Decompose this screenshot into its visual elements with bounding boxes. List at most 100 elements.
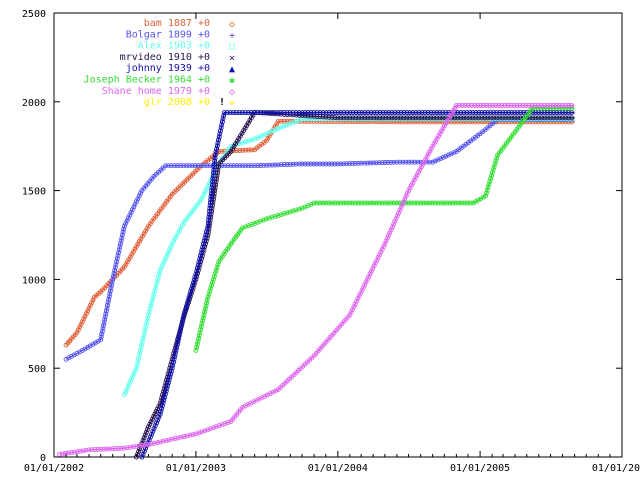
data-point — [216, 423, 222, 429]
data-point — [421, 159, 427, 165]
data-point — [163, 438, 169, 444]
data-point — [425, 110, 431, 116]
data-point — [293, 161, 299, 167]
data-point — [82, 313, 88, 319]
data-point — [152, 288, 158, 294]
data-point — [224, 110, 230, 116]
data-point — [242, 110, 248, 116]
data-point — [419, 110, 425, 116]
data-point — [386, 233, 392, 238]
data-point — [193, 271, 199, 277]
data-point — [406, 200, 412, 206]
data-point — [511, 103, 517, 108]
data-point — [536, 115, 542, 121]
data-point — [65, 450, 71, 456]
data-point — [195, 163, 201, 169]
data-point — [497, 110, 503, 116]
data-point — [395, 110, 401, 116]
data-point — [412, 159, 418, 165]
legend-marker: ◇ — [229, 19, 235, 30]
data-point — [204, 163, 210, 169]
data-point — [262, 393, 268, 399]
data-point — [473, 110, 479, 116]
data-point — [359, 287, 365, 293]
data-point — [371, 115, 377, 121]
data-point — [361, 160, 367, 166]
data-point — [161, 397, 167, 403]
data-point — [222, 163, 228, 169]
data-point — [140, 451, 146, 457]
data-point — [110, 276, 116, 282]
data-point — [335, 115, 341, 121]
data-point — [211, 170, 216, 176]
data-point — [447, 200, 453, 206]
data-point — [471, 200, 476, 206]
data-point — [172, 163, 177, 169]
data-point — [270, 128, 276, 134]
data-point — [503, 115, 509, 121]
data-point — [68, 450, 74, 456]
data-point — [135, 359, 141, 365]
data-point — [323, 161, 329, 167]
legend-entry: bam 1887 +0 ◇ — [144, 18, 235, 30]
data-point — [183, 303, 189, 309]
x-tick-label: 01/01/2002 — [24, 463, 84, 474]
data-point — [148, 303, 154, 309]
data-point — [535, 103, 541, 108]
data-point — [214, 265, 220, 271]
data-point — [134, 362, 140, 368]
data-point — [384, 235, 390, 241]
data-point — [263, 110, 269, 116]
legend-series-final: 1964 — [162, 75, 192, 86]
data-point — [87, 302, 93, 308]
data-point — [392, 115, 398, 121]
data-point — [488, 175, 494, 181]
data-point — [153, 282, 159, 288]
data-point — [372, 260, 378, 266]
data-point — [74, 330, 80, 336]
data-point — [302, 113, 308, 119]
data-point — [314, 200, 320, 206]
data-point — [418, 164, 424, 170]
data-point — [138, 190, 143, 196]
data-point — [394, 200, 400, 206]
data-point — [205, 223, 211, 229]
data-point — [121, 445, 127, 451]
data-point — [394, 159, 400, 165]
data-point — [479, 115, 485, 121]
series-johnny — [139, 110, 575, 460]
data-point — [251, 221, 257, 226]
data-point — [139, 443, 145, 448]
data-point — [410, 180, 416, 186]
data-point — [266, 110, 272, 116]
data-point — [566, 115, 572, 121]
data-point — [213, 268, 219, 273]
data-point — [347, 200, 353, 206]
data-point — [136, 238, 142, 244]
data-point — [308, 116, 314, 122]
data-point — [358, 200, 364, 206]
data-point — [180, 163, 186, 169]
data-point — [62, 450, 68, 456]
data-point — [423, 200, 429, 206]
data-point — [350, 110, 356, 116]
data-point — [217, 131, 223, 137]
data-point — [176, 336, 182, 342]
data-point — [509, 115, 515, 121]
data-point — [323, 200, 329, 206]
data-point — [254, 219, 260, 225]
data-point — [394, 213, 400, 219]
data-point — [83, 311, 89, 317]
data-point — [332, 110, 338, 116]
data-point — [362, 115, 368, 121]
data-point — [329, 200, 335, 206]
data-point — [422, 110, 428, 116]
data-point — [436, 133, 442, 139]
legend-label: johnny 1939 +0 — [126, 63, 210, 74]
data-point — [428, 115, 434, 121]
data-point — [144, 427, 150, 433]
legend-series-final: 1979 — [162, 86, 192, 97]
data-point — [470, 110, 476, 116]
data-point — [430, 143, 436, 149]
